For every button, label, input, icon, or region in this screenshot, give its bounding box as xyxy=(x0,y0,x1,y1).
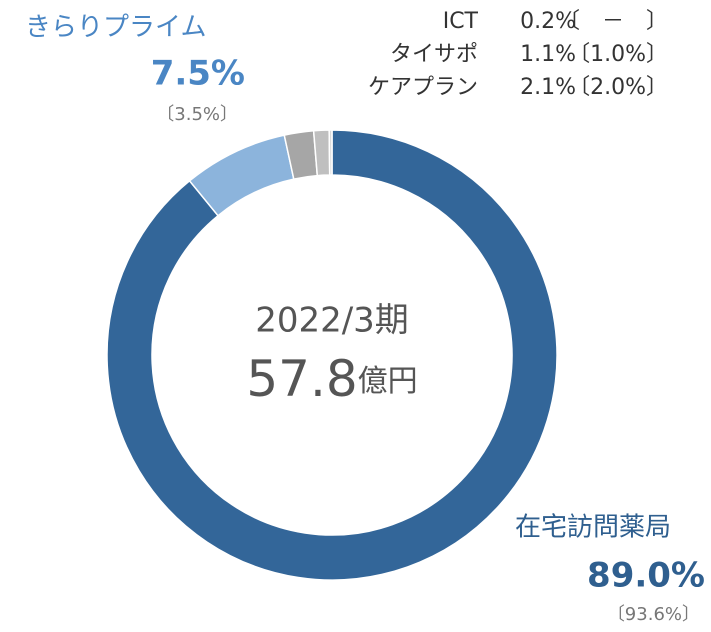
value-label: 2.1% xyxy=(520,75,576,100)
previous-label: 〔 － 〕 xyxy=(558,9,668,34)
total-unit: 億円 xyxy=(358,364,418,399)
previous-label: 〔3.5%〕 xyxy=(156,104,238,125)
center-period: 2022/3期 xyxy=(255,301,409,341)
category-label: 在宅訪問薬局 xyxy=(515,513,671,543)
total-value: 57.8 xyxy=(246,350,357,408)
value-label: 89.0% xyxy=(587,556,705,596)
value-label: 0.2% xyxy=(520,9,576,34)
category-label: ICT xyxy=(443,9,479,34)
category-label: タイサポ xyxy=(390,42,478,67)
category-label: きらりプライム xyxy=(25,13,206,43)
donut xyxy=(106,129,558,581)
slice xyxy=(106,129,558,581)
previous-label: 〔93.6%〕 xyxy=(607,604,700,625)
slice xyxy=(312,129,331,177)
value-label: 1.1% xyxy=(520,42,576,67)
slice xyxy=(328,129,333,176)
previous-label: 〔2.0%〕 xyxy=(568,75,668,100)
center-total: 57.8億円 xyxy=(246,350,417,408)
category-label: ケアプラン xyxy=(368,75,478,100)
value-label: 7.5% xyxy=(151,54,245,94)
previous-label: 〔1.0%〕 xyxy=(568,42,668,67)
